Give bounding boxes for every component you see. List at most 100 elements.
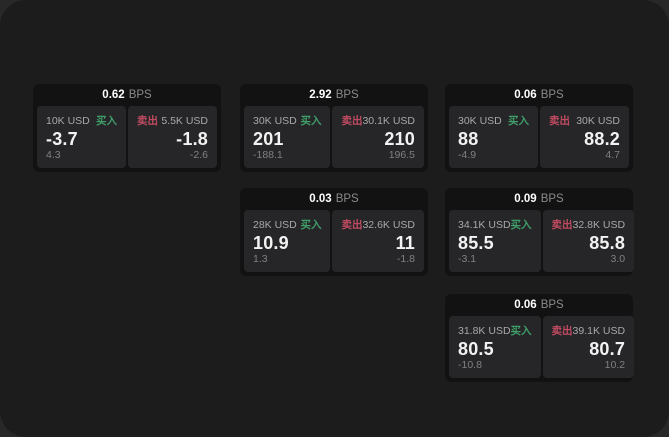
- sell-size: 30K USD: [576, 114, 620, 127]
- sell-delta: -2.6: [189, 149, 208, 161]
- sell-panel[interactable]: 卖出 32.6K USD 11 -1.8: [332, 210, 424, 272]
- sell-label: 卖出: [341, 115, 363, 127]
- bps-unit-label: BPS: [128, 89, 152, 101]
- sell-delta: 196.5: [388, 149, 415, 161]
- sell-toprow: 卖出 32.8K USD: [552, 217, 626, 232]
- spread-header: 0.09 BPS: [449, 188, 629, 210]
- sell-panel[interactable]: 卖出 30.1K USD 210 196.5: [332, 106, 424, 168]
- buy-size: 30K USD: [253, 114, 297, 127]
- bps-unit-label: BPS: [335, 193, 359, 205]
- spread-value: 2.92: [309, 89, 332, 101]
- bps-unit-label: BPS: [540, 89, 564, 101]
- quote-body: 28K USD 买入 10.9 1.3 卖出 32.6K USD 11 -1.8: [244, 210, 424, 272]
- sell-panel[interactable]: 卖出 30K USD 88.2 4.7: [540, 106, 629, 168]
- sell-panel[interactable]: 卖出 32.8K USD 85.8 3.0: [542, 210, 635, 272]
- buy-size: 31.8K USD: [458, 324, 511, 337]
- quote-body: 31.8K USD 买入 80.5 -10.8 卖出 39.1K USD 80.…: [449, 316, 635, 378]
- buy-price: 201: [253, 128, 284, 149]
- spread-header: 0.06 BPS: [449, 84, 629, 106]
- buy-delta: -3.1: [458, 253, 477, 265]
- buy-size: 30K USD: [458, 114, 502, 127]
- sell-size: 32.8K USD: [572, 218, 626, 231]
- spread-header: 0.06 BPS: [449, 294, 629, 316]
- buy-panel[interactable]: 30K USD 买入 88 -4.9: [449, 106, 538, 168]
- buy-panel[interactable]: 31.8K USD 买入 80.5 -10.8: [449, 316, 541, 378]
- sell-delta: 10.2: [604, 359, 626, 371]
- bps-unit-label: BPS: [540, 193, 564, 205]
- bps-unit-label: BPS: [540, 299, 564, 311]
- sell-price: 80.7: [589, 338, 626, 359]
- buy-toprow: 34.1K USD 买入: [458, 217, 532, 232]
- sell-delta: 4.7: [605, 149, 620, 161]
- buy-delta: 1.3: [253, 253, 268, 265]
- quote-body: 30K USD 买入 201 -188.1 卖出 30.1K USD 210 1…: [244, 106, 424, 168]
- sell-delta: -1.8: [396, 253, 415, 265]
- spread-value: 0.06: [514, 299, 537, 311]
- quote-body: 34.1K USD 买入 85.5 -3.1 卖出 32.8K USD 85.8…: [449, 210, 635, 272]
- buy-label: 买入: [96, 115, 117, 127]
- buy-toprow: 31.8K USD 买入: [458, 323, 532, 338]
- buy-panel[interactable]: 34.1K USD 买入 85.5 -3.1: [449, 210, 541, 272]
- buy-panel[interactable]: 30K USD 买入 201 -188.1: [244, 106, 331, 168]
- buy-size: 28K USD: [253, 218, 297, 231]
- sell-toprow: 卖出 30.1K USD: [341, 113, 415, 128]
- sell-panel[interactable]: 卖出 39.1K USD 80.7 10.2: [542, 316, 635, 378]
- quote-card: 0.09 BPS 34.1K USD 买入 85.5 -3.1 卖出 32.8K…: [445, 188, 635, 276]
- sell-toprow: 卖出 30K USD: [549, 113, 620, 128]
- quote-card: 0.06 BPS 30K USD 买入 88 -4.9 卖出 30K USD 8…: [445, 84, 633, 172]
- spread-header: 2.92 BPS: [244, 84, 424, 106]
- spread-value: 0.06: [514, 89, 537, 101]
- sell-toprow: 卖出 39.1K USD: [552, 323, 626, 338]
- sell-price: 88.2: [584, 128, 620, 149]
- bps-unit-label: BPS: [335, 89, 359, 101]
- buy-size: 34.1K USD: [458, 218, 511, 231]
- quote-card: 0.03 BPS 28K USD 买入 10.9 1.3 卖出 32.6K US…: [240, 188, 428, 276]
- sell-size: 5.5K USD: [161, 114, 208, 127]
- spread-value: 0.09: [514, 193, 537, 205]
- buy-toprow: 28K USD 买入: [253, 217, 321, 232]
- quote-body: 30K USD 买入 88 -4.9 卖出 30K USD 88.2 4.7: [449, 106, 629, 168]
- buy-label: 买入: [300, 219, 322, 231]
- sell-toprow: 卖出 5.5K USD: [137, 113, 208, 128]
- sell-price: 210: [384, 128, 415, 149]
- sell-price: 85.8: [589, 232, 626, 253]
- sell-label: 卖出: [137, 115, 158, 127]
- buy-price: 88: [458, 128, 479, 149]
- buy-panel[interactable]: 28K USD 买入 10.9 1.3: [244, 210, 331, 272]
- buy-toprow: 30K USD 买入: [458, 113, 529, 128]
- spread-value: 0.03: [309, 193, 332, 205]
- quote-card: 2.92 BPS 30K USD 买入 201 -188.1 卖出 30.1K …: [240, 84, 428, 172]
- buy-price: -3.7: [46, 128, 78, 149]
- sell-label: 卖出: [549, 115, 570, 127]
- spread-value: 0.62: [102, 89, 125, 101]
- buy-delta: 4.3: [46, 149, 61, 161]
- sell-price: -1.8: [176, 128, 208, 149]
- buy-delta: -4.9: [458, 149, 477, 161]
- buy-toprow: 30K USD 买入: [253, 113, 321, 128]
- sell-size: 39.1K USD: [572, 324, 626, 337]
- quote-card: 0.62 BPS 10K USD 买入 -3.7 4.3 卖出 5.5K USD…: [33, 84, 221, 172]
- spread-header: 0.62 BPS: [37, 84, 217, 106]
- buy-label: 买入: [510, 219, 532, 231]
- sell-size: 30.1K USD: [362, 114, 415, 127]
- sell-label: 卖出: [551, 219, 573, 231]
- spread-header: 0.03 BPS: [244, 188, 424, 210]
- sell-size: 32.6K USD: [362, 218, 415, 231]
- sell-toprow: 卖出 32.6K USD: [341, 217, 415, 232]
- buy-delta: -188.1: [253, 149, 283, 161]
- buy-size: 10K USD: [46, 114, 90, 127]
- buy-price: 85.5: [458, 232, 494, 253]
- sell-label: 卖出: [341, 219, 363, 231]
- buy-delta: -10.8: [458, 359, 482, 371]
- buy-price: 10.9: [253, 232, 289, 253]
- sell-label: 卖出: [551, 325, 573, 337]
- buy-panel[interactable]: 10K USD 买入 -3.7 4.3: [37, 106, 126, 168]
- buy-label: 买入: [510, 325, 532, 337]
- buy-label: 买入: [508, 115, 529, 127]
- buy-label: 买入: [300, 115, 322, 127]
- sell-panel[interactable]: 卖出 5.5K USD -1.8 -2.6: [128, 106, 217, 168]
- buy-price: 80.5: [458, 338, 494, 359]
- buy-toprow: 10K USD 买入: [46, 113, 117, 128]
- sell-delta: 3.0: [610, 253, 626, 265]
